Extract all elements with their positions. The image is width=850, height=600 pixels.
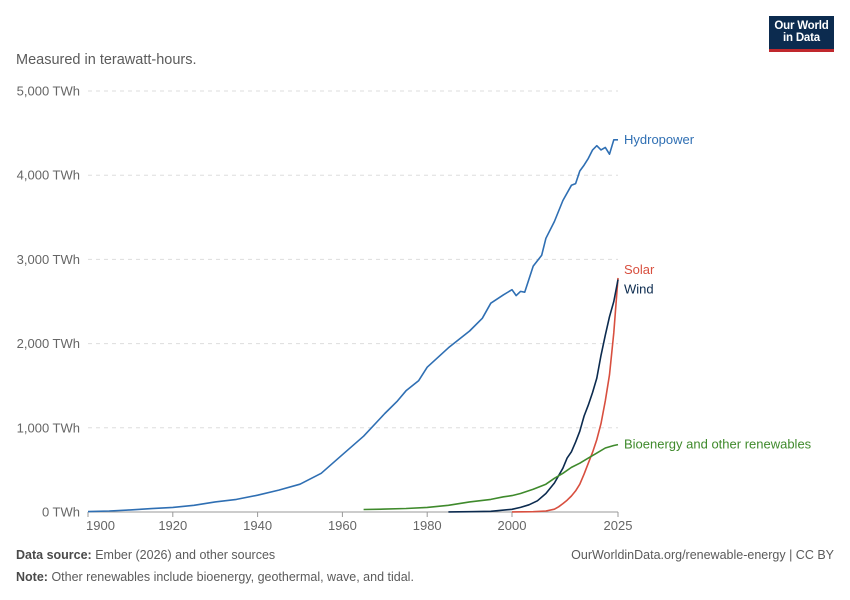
series-label-3[interactable]: Bioenergy and other renewables: [624, 437, 812, 452]
series-lines: [87, 139, 619, 513]
y-tick-label: 5,000 TWh: [17, 84, 80, 99]
y-tick-label: 0 TWh: [42, 505, 80, 520]
footer-note-row: Note: Other renewables include bioenergy…: [16, 570, 834, 584]
x-tick-label: 1940: [243, 518, 272, 533]
chart-subtitle: Measured in terawatt-hours.: [16, 52, 197, 68]
y-tick-label: 2,000 TWh: [17, 336, 80, 351]
series-label-1[interactable]: Solar: [624, 262, 655, 277]
note-text: Other renewables include bioenergy, geot…: [51, 570, 414, 584]
series-line-0: [87, 139, 618, 513]
series-line-3: [363, 443, 619, 511]
series-line-2: [448, 279, 619, 513]
footer-source-row: Data source: Ember (2026) and other sour…: [16, 548, 834, 562]
x-tick-label: 1900: [86, 518, 115, 533]
series-label-2[interactable]: Wind: [624, 282, 654, 297]
series-label-0[interactable]: Hydropower: [624, 132, 695, 147]
x-tick-label: 1980: [413, 518, 442, 533]
gridlines: [88, 90, 618, 429]
note-label: Note:: [16, 570, 48, 584]
x-tick-label: 2025: [604, 518, 633, 533]
series-labels: Hydropower Solar Wind Bioenergy and other r…: [624, 132, 812, 452]
x-tick-label: 2000: [498, 518, 527, 533]
y-tick-label: 4,000 TWh: [17, 168, 80, 183]
y-tick-label: 1,000 TWh: [17, 420, 80, 435]
source-label: Data source:: [16, 548, 92, 562]
y-tick-label: 3,000 TWh: [17, 252, 80, 267]
source-url-link[interactable]: OurWorldinData.org/renewable-energy | CC…: [571, 548, 834, 562]
owid-logo[interactable]: Our World in Data: [769, 16, 834, 52]
series-line-1: [511, 277, 619, 513]
logo-line-2: in Data: [783, 32, 820, 44]
x-tick-label: 1960: [328, 518, 357, 533]
source-text[interactable]: Ember (2026) and other sources: [95, 548, 276, 562]
logo-line-1: Our World: [774, 20, 829, 32]
x-tick-label: 1920: [158, 518, 187, 533]
axes: 0 TWh 1,000 TWh 2,000 TWh 3,000 TWh 4,000 TW…: [17, 84, 633, 534]
line-chart: 0 TWh 1,000 TWh 2,000 TWh 3,000 TWh 4,000 TW…: [17, 84, 812, 534]
